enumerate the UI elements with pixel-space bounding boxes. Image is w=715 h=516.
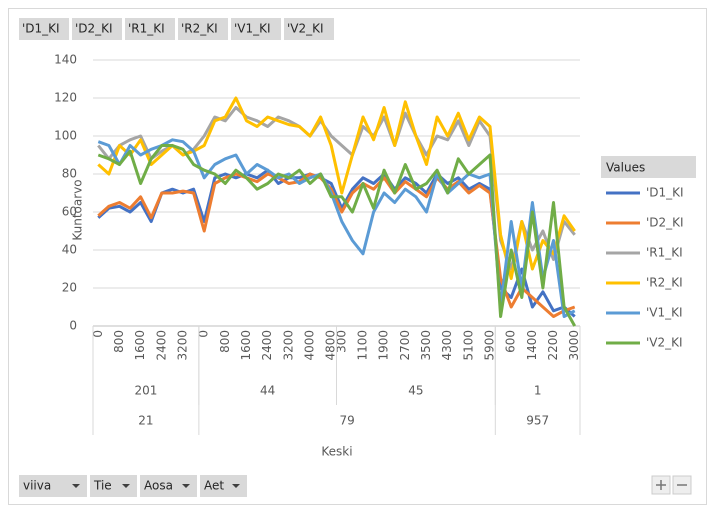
group-label: 21 <box>138 414 153 428</box>
field-button[interactable]: 'D1_KI <box>19 18 69 40</box>
field-button-bg <box>231 18 281 40</box>
field-button[interactable]: 'R2_KI <box>178 18 228 40</box>
field-button-bg <box>72 18 122 40</box>
x-tick-label: 800 <box>218 330 232 353</box>
legend-label: 'R1_KI <box>646 246 683 260</box>
zoom-buttons <box>651 475 692 495</box>
legend-label: 'V2_KI <box>646 336 683 350</box>
y-axis-title: Kuntoarvo <box>71 179 85 240</box>
y-tick-label: 40 <box>62 243 77 257</box>
field-button-label: 'V1_KI <box>234 22 271 36</box>
field-button[interactable]: 'V2_KI <box>284 18 334 40</box>
x-tick-label: 1600 <box>133 330 147 361</box>
field-button-label: 'V2_KI <box>287 22 324 36</box>
y-tick-label: 140 <box>54 53 77 67</box>
legend-label: 'R2_KI <box>646 276 683 290</box>
x-tick-label: 5100 <box>461 330 475 361</box>
dropdown-arrow <box>182 484 190 488</box>
y-tick-label: 100 <box>54 129 77 143</box>
group-label: 1 <box>534 384 542 398</box>
chart-frame <box>8 8 707 505</box>
y-tick-label: 20 <box>62 281 77 295</box>
series-line <box>97 96 576 280</box>
row-field-button[interactable]: Aet <box>200 475 247 497</box>
x-tick-label: 3200 <box>175 330 189 361</box>
field-button[interactable]: 'V1_KI <box>231 18 281 40</box>
row-field-button-bg <box>200 475 247 497</box>
field-button-bg <box>125 18 175 40</box>
series-line <box>97 144 577 327</box>
field-button[interactable]: 'R1_KI <box>125 18 175 40</box>
dropdown-arrow <box>122 484 130 488</box>
field-button-bg <box>178 18 228 40</box>
row-field-button-label: Aosa <box>144 479 173 493</box>
legend-label: 'D1_KI <box>646 186 684 200</box>
y-tick-label: 60 <box>62 205 77 219</box>
group-label: 201 <box>134 384 157 398</box>
dropdown-arrow <box>232 484 240 488</box>
x-tick-label: 2200 <box>546 330 560 361</box>
legend-header <box>601 156 696 178</box>
legend-title: Values <box>606 161 645 175</box>
x-tick-label: 0 <box>197 330 211 338</box>
field-button-label: 'D2_KI <box>75 22 113 36</box>
dropdown-arrow <box>72 484 80 488</box>
row-field-button-bg <box>90 475 137 497</box>
row-field-button-label: viiva <box>23 479 51 493</box>
legend-label: 'V1_KI <box>646 306 683 320</box>
row-field-button-label: Tie <box>93 479 112 493</box>
row-field-button[interactable]: Aosa <box>140 475 197 497</box>
x-tick-label: 0 <box>91 330 105 338</box>
row-field-button[interactable]: Tie <box>90 475 137 497</box>
field-button-bg <box>19 18 69 40</box>
field-button-label: 'D1_KI <box>22 22 60 36</box>
y-tick-label: 120 <box>54 91 77 105</box>
x-tick-label: 4000 <box>303 330 317 361</box>
x-tick-label: 3000 <box>567 330 581 361</box>
y-tick-label: 80 <box>62 167 77 181</box>
x-tick-label: 4800 <box>324 330 338 361</box>
plus-icon <box>656 480 666 490</box>
x-tick-label: 1600 <box>239 330 253 361</box>
x-tick-label: 4300 <box>440 330 454 361</box>
x-tick-label: 3200 <box>281 330 295 361</box>
y-tick-label: 0 <box>69 319 77 333</box>
row-field-button-bg <box>19 475 87 497</box>
x-tick-label: 1100 <box>355 330 369 361</box>
group-label: 45 <box>408 384 423 398</box>
field-button-label: 'R1_KI <box>128 22 165 36</box>
group-label: 957 <box>526 414 549 428</box>
x-tick-label: 2700 <box>398 330 412 361</box>
x-tick-label: 600 <box>504 330 518 353</box>
group-label: 79 <box>339 414 354 428</box>
field-button-label: 'R2_KI <box>181 22 218 36</box>
x-axis-title: Keski <box>321 445 352 459</box>
x-tick-label: 3500 <box>419 330 433 361</box>
row-field-button-label: Aet <box>204 479 224 493</box>
x-tick-label: 1900 <box>377 330 391 361</box>
x-tick-label: 1400 <box>525 330 539 361</box>
x-tick-label: 300 <box>334 330 348 353</box>
group-label: 44 <box>260 384 275 398</box>
x-tick-label: 2400 <box>154 330 168 361</box>
x-tick-label: 800 <box>112 330 126 353</box>
legend-label: 'D2_KI <box>646 216 684 230</box>
x-tick-label: 2400 <box>260 330 274 361</box>
row-field-button[interactable]: viiva <box>19 475 87 497</box>
x-tick-label: 5900 <box>483 330 497 361</box>
field-button[interactable]: 'D2_KI <box>72 18 122 40</box>
row-field-button-bg <box>140 475 197 497</box>
field-button-bg <box>284 18 334 40</box>
